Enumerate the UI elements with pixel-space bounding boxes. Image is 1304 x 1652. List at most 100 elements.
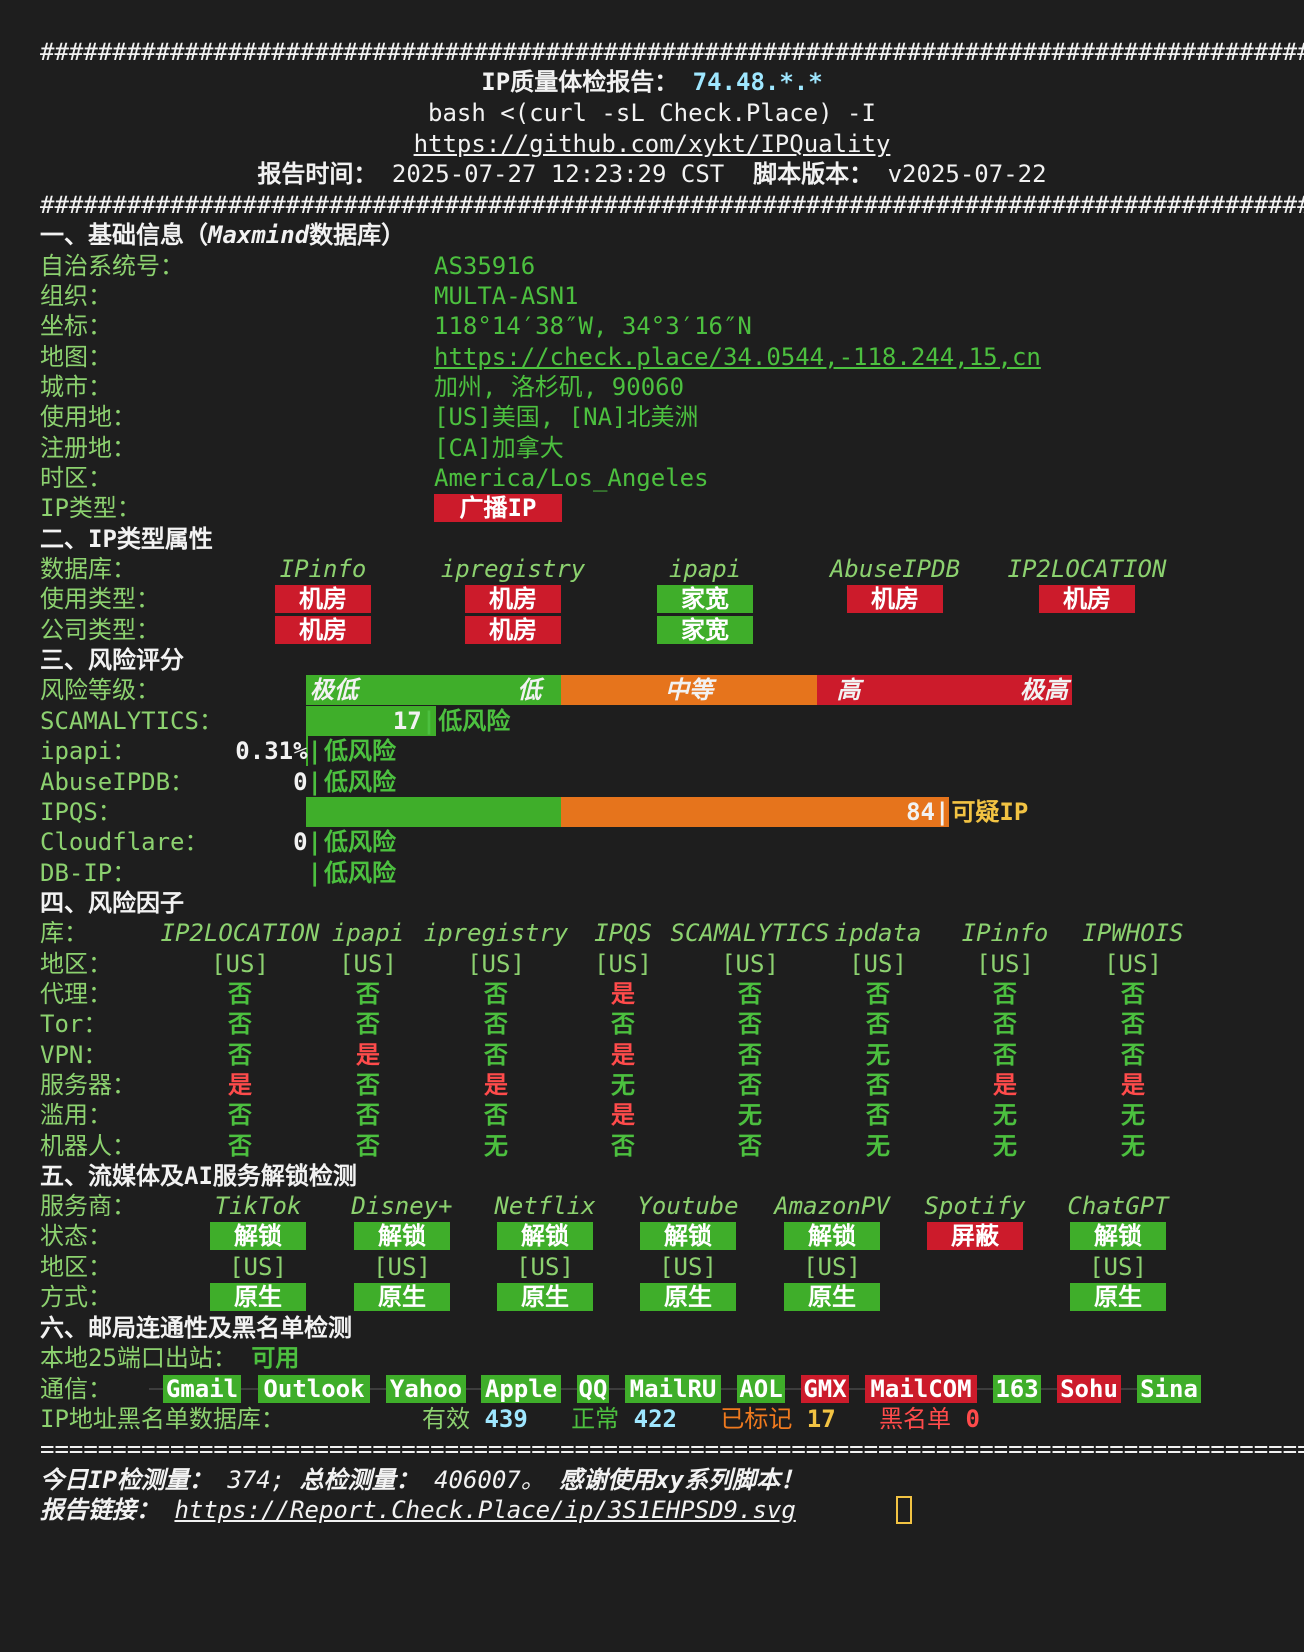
service-name: TikTok bbox=[214, 1192, 302, 1220]
risk-factor-value: 否 bbox=[738, 1010, 762, 1038]
section-6-title: 六、邮局连通性及黑名单检测 bbox=[40, 1314, 352, 1342]
risk-factor-value: 否 bbox=[484, 1041, 508, 1069]
usage-type-badge: 机房 bbox=[465, 585, 561, 613]
s2-db-name: IPinfo bbox=[279, 555, 367, 583]
risk-level-name: 低 bbox=[517, 676, 542, 704]
service-mode-badge: 原生 bbox=[210, 1283, 306, 1311]
service-mode-badge: 原生 bbox=[354, 1283, 450, 1311]
report-time-line: 报告时间： 2025-07-27 12:23:29 CST 脚本版本： v202… bbox=[0, 158, 1304, 190]
service-status-badge: 解锁 bbox=[640, 1222, 736, 1250]
risk-factor-value: 否 bbox=[356, 1101, 380, 1129]
risk-source-label: ipapi： bbox=[40, 737, 137, 765]
blacklist-line: IP地址黑名单数据库： bbox=[40, 1403, 285, 1435]
s2-company-label: 公司类型： bbox=[40, 616, 160, 644]
mail-connector bbox=[721, 1388, 737, 1390]
risk-factor-value: [US] bbox=[976, 950, 1034, 978]
s5-provider-label: 服务商： bbox=[40, 1192, 136, 1220]
risk-factor-value: 无 bbox=[1121, 1101, 1145, 1129]
risk-score-number: 0 bbox=[293, 768, 308, 796]
risk-score-value: 0| bbox=[122, 767, 322, 797]
mail-connector bbox=[1041, 1388, 1057, 1390]
today-count: 374; bbox=[227, 1466, 286, 1494]
risk-verdict: 可疑IP bbox=[951, 798, 1029, 826]
black-label: 黑名单 bbox=[879, 1405, 952, 1433]
risk-factor-value: 无 bbox=[993, 1132, 1017, 1160]
s5-mode-label: 方式： bbox=[40, 1283, 112, 1311]
basic-info-label: 地图： bbox=[40, 343, 112, 371]
service-region: [US] bbox=[373, 1253, 431, 1281]
risk-score-bar bbox=[561, 797, 950, 827]
thanks-text: 感谢使用xy系列脚本！ bbox=[559, 1466, 805, 1494]
report-link[interactable]: https://Report.Check.Place/ip/3S1EHPSD9.… bbox=[174, 1496, 796, 1524]
risk-factor-value: 否 bbox=[993, 1010, 1017, 1038]
map-link[interactable]: https://check.place/34.0544,-118.244,15,… bbox=[434, 343, 1041, 371]
mail-comm-label: 通信： bbox=[40, 1375, 112, 1403]
risk-verdict: 低风险 bbox=[438, 707, 511, 735]
mail-connector bbox=[561, 1388, 577, 1390]
s2-db-name: ipapi bbox=[668, 555, 742, 583]
report-time-label: 报告时间： bbox=[257, 160, 378, 188]
risk-source-label: IPQS： bbox=[40, 798, 122, 826]
normal-count: 422 bbox=[633, 1405, 677, 1433]
basic-info-label: 坐标： bbox=[40, 312, 112, 340]
service-region: [US] bbox=[1089, 1253, 1147, 1281]
valid-label: 有效 bbox=[422, 1405, 470, 1433]
risk-factor-value: 否 bbox=[1121, 1010, 1145, 1038]
service-region: [US] bbox=[229, 1253, 287, 1281]
service-status-badge: 解锁 bbox=[784, 1222, 880, 1250]
basic-info-label: IP类型： bbox=[40, 494, 141, 522]
mail-server-badge: Outlook bbox=[258, 1375, 370, 1403]
risk-factor-label: 机器人： bbox=[40, 1132, 136, 1160]
service-mode-badge: 原生 bbox=[784, 1283, 880, 1311]
usage-type-badge: 机房 bbox=[1039, 585, 1135, 613]
risk-source-label: DB-IP： bbox=[40, 859, 137, 887]
risk-factor-value: 无 bbox=[484, 1132, 508, 1160]
risk-score-number: 0 bbox=[293, 828, 308, 856]
company-type-badge: 机房 bbox=[275, 616, 371, 644]
basic-info-value: 加州, 洛杉矶, 90060 bbox=[434, 373, 685, 401]
risk-factor-value: 无 bbox=[611, 1071, 635, 1099]
risk-score-number: 0.31% bbox=[235, 737, 308, 765]
mail-connector bbox=[1121, 1388, 1137, 1390]
risk-factor-value: 否 bbox=[484, 980, 508, 1008]
usage-type-badge: 机房 bbox=[275, 585, 371, 613]
risk-factor-value: 否 bbox=[738, 980, 762, 1008]
repo-link[interactable]: https://github.com/xykt/IPQuality bbox=[413, 130, 891, 158]
report-link-line: 报告链接： https://Report.Check.Place/ip/3S1E… bbox=[40, 1494, 796, 1526]
risk-score-bar bbox=[306, 706, 437, 736]
risk-verdict: 低风险 bbox=[324, 737, 396, 765]
risk-factor-value: 否 bbox=[866, 980, 890, 1008]
mail-connector bbox=[241, 1388, 258, 1390]
risk-level-name: 中等 bbox=[665, 676, 713, 704]
risk-score-value: | bbox=[122, 858, 322, 888]
report-link-label: 报告链接： bbox=[40, 1496, 160, 1524]
basic-info-label: 使用地： bbox=[40, 403, 136, 431]
s2-db-name: IP2LOCATION bbox=[1007, 555, 1167, 583]
risk-factor-value: 无 bbox=[993, 1101, 1017, 1129]
risk-score-sep: | bbox=[307, 859, 322, 887]
service-name: Youtube bbox=[637, 1192, 739, 1220]
marked-count: 17 bbox=[806, 1405, 836, 1433]
risk-score-number: 84 bbox=[906, 798, 935, 826]
risk-factor-value: 否 bbox=[356, 1132, 380, 1160]
s1-title-tail: 数据库） bbox=[309, 221, 406, 249]
risk-score-sep: | bbox=[307, 768, 322, 796]
risk-factor-value: 否 bbox=[228, 1132, 252, 1160]
risk-factor-value: 否 bbox=[228, 1041, 252, 1069]
risk-factor-value: 是 bbox=[1121, 1071, 1145, 1099]
valid-count: 439 bbox=[484, 1405, 528, 1433]
risk-factor-value: 无 bbox=[1121, 1132, 1145, 1160]
risk-source-label: Cloudflare： bbox=[40, 828, 209, 856]
service-mode-badge: 原生 bbox=[497, 1283, 593, 1311]
service-status-badge: 解锁 bbox=[210, 1222, 306, 1250]
mail-server-badge: Gmail bbox=[163, 1375, 241, 1403]
s5-status-label: 状态： bbox=[40, 1222, 112, 1250]
s2-db-name: ipregistry bbox=[440, 555, 586, 583]
risk-factor-value: [US] bbox=[1104, 950, 1162, 978]
risk-level-name: 极高 bbox=[1020, 676, 1068, 704]
report-title: IP质量体检报告： 74.48.*.* bbox=[0, 66, 1304, 98]
s2-use-label: 使用类型： bbox=[40, 585, 160, 613]
company-type-badge: 机房 bbox=[465, 616, 561, 644]
risk-factor-value: [US] bbox=[467, 950, 525, 978]
risk-factor-value: 否 bbox=[993, 1041, 1017, 1069]
